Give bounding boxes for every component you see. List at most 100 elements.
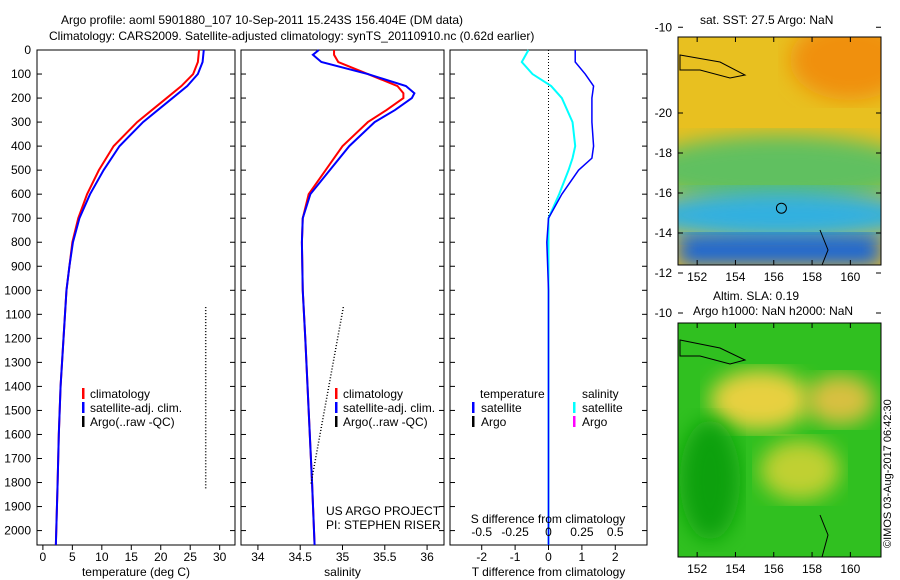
x-axis-label: T difference from climatology — [472, 565, 626, 579]
argo-point — [318, 438, 320, 440]
argo-point — [326, 391, 329, 393]
x-tick-label: 1 — [579, 550, 586, 564]
lon-tick-label: 152 — [687, 562, 707, 576]
x-tick-label: -1 — [510, 550, 521, 564]
argo-point — [341, 310, 344, 312]
x-axis-label: temperature (deg C) — [82, 565, 190, 579]
argo-point — [320, 426, 323, 428]
argo-point — [204, 484, 207, 486]
lon-tick-label: 160 — [840, 270, 860, 284]
y-tick-label: 500 — [11, 163, 31, 177]
argo-point — [331, 368, 333, 370]
lat-tick-label: -20 — [655, 106, 673, 120]
map-frame — [677, 36, 882, 266]
argo-point — [204, 451, 207, 453]
sla-map — [678, 323, 881, 557]
legend-label: Argo(..raw -QC) — [343, 415, 428, 429]
argo-point — [320, 429, 322, 431]
argo-point — [204, 349, 207, 351]
plot-frame-salinity — [240, 49, 445, 546]
argo-point — [204, 391, 207, 393]
legend-label: satellite — [582, 401, 623, 415]
argo-point — [204, 478, 207, 480]
argo-point — [323, 412, 325, 414]
argo-point — [204, 433, 207, 435]
argo-point — [314, 462, 316, 464]
argo-point — [204, 382, 207, 384]
legend-swatch — [335, 388, 338, 399]
argo-point — [329, 377, 332, 379]
argo-point — [204, 439, 207, 441]
argo-point — [204, 394, 207, 396]
legend-label: climatology — [90, 387, 150, 401]
argo-point — [311, 476, 313, 478]
argo-point — [313, 464, 316, 466]
lat-tick-label: -10 — [655, 306, 673, 320]
y-tick-label: 1000 — [4, 283, 31, 297]
argo-point — [327, 388, 330, 390]
argo-point — [310, 482, 312, 484]
argo-point — [325, 400, 327, 402]
series-salinity-satellite — [520, 49, 577, 545]
argo-point — [331, 365, 334, 367]
x-tick-label: 34 — [251, 550, 265, 564]
argo-point — [313, 467, 315, 469]
argo-point — [204, 328, 207, 330]
argo-point — [333, 353, 336, 355]
argo-point — [204, 421, 207, 423]
argo-point — [204, 316, 207, 318]
argo-point — [204, 364, 207, 366]
x-tick-label: 20 — [154, 550, 168, 564]
y-tick-label: 1400 — [4, 379, 31, 393]
legend-label: Argo — [481, 415, 507, 429]
argo-point — [204, 460, 207, 462]
x-tick-label: 15 — [125, 550, 139, 564]
argo-point — [336, 339, 339, 341]
argo-point — [326, 394, 328, 396]
lat-tick-label: -14 — [655, 226, 673, 240]
lon-tick-label: 158 — [802, 562, 822, 576]
argo-point — [338, 330, 340, 332]
argo-point — [315, 453, 318, 455]
argo-point — [204, 313, 207, 315]
argo-point — [324, 403, 327, 405]
argo-point — [204, 427, 207, 429]
x-tick-label: 35 — [336, 550, 350, 564]
argo-point — [204, 343, 207, 345]
argo-point — [204, 415, 207, 417]
argo-point — [204, 397, 207, 399]
argo-point — [312, 470, 315, 472]
legend-swatch — [82, 388, 85, 399]
legend-swatch — [82, 416, 85, 427]
argo-point — [336, 342, 338, 344]
argo-point — [341, 312, 343, 314]
argo-point — [204, 337, 207, 339]
argo-point — [325, 397, 328, 399]
y-tick-label: 0 — [24, 43, 31, 57]
argo-point — [204, 358, 207, 360]
argo-point — [335, 348, 337, 350]
argo-point — [204, 418, 207, 420]
argo-point — [334, 350, 336, 352]
argo-point — [322, 415, 325, 417]
argo-point — [204, 331, 207, 333]
x-tick-label: 0 — [40, 550, 47, 564]
x2-tick-label: -0.5 — [471, 525, 492, 539]
x2-tick-label: 0 — [545, 525, 552, 539]
argo-point — [317, 444, 319, 446]
legend-swatch — [335, 416, 338, 427]
y-tick-label: 1700 — [4, 451, 31, 465]
lon-tick-label: 156 — [764, 270, 784, 284]
y-tick-label: 1900 — [4, 500, 31, 514]
argo-point — [204, 481, 207, 483]
argo-point — [204, 457, 207, 459]
lon-tick-label: 156 — [764, 562, 784, 576]
argo-point — [328, 386, 330, 388]
x-tick-label: 5 — [69, 550, 76, 564]
title-line-2: Climatology: CARS2009. Satellite-adjuste… — [49, 29, 535, 43]
argo-point — [204, 445, 207, 447]
argo-point — [321, 421, 324, 423]
argo-point — [204, 307, 207, 309]
legend-label: Argo(..raw -QC) — [90, 415, 175, 429]
lat-tick-label: -16 — [655, 186, 673, 200]
